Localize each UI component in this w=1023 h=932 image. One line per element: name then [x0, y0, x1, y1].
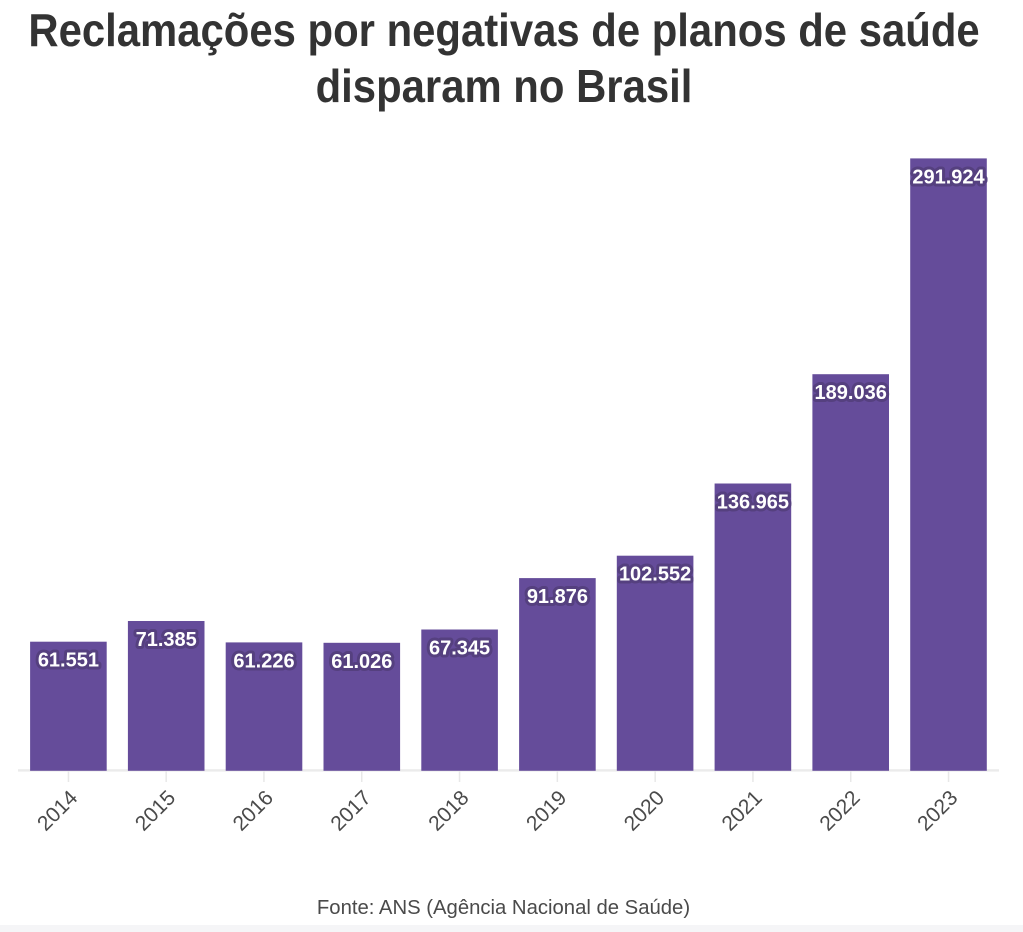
svg-text:2022: 2022 [815, 786, 864, 835]
svg-text:61.226: 61.226 [233, 650, 294, 672]
svg-text:2016: 2016 [229, 786, 278, 835]
svg-text:2023: 2023 [913, 786, 962, 835]
svg-text:2014: 2014 [33, 786, 83, 836]
svg-text:2021: 2021 [718, 786, 767, 835]
svg-text:291.924: 291.924 [912, 166, 985, 188]
svg-text:2020: 2020 [620, 786, 669, 835]
svg-text:2018: 2018 [424, 786, 473, 835]
svg-text:102.552: 102.552 [619, 564, 691, 586]
svg-text:2019: 2019 [522, 786, 571, 835]
svg-text:2017: 2017 [326, 786, 375, 835]
svg-text:2015: 2015 [131, 786, 180, 835]
svg-text:71.385: 71.385 [136, 629, 197, 651]
svg-text:61.551: 61.551 [38, 650, 99, 672]
svg-text:189.036: 189.036 [815, 382, 887, 404]
svg-text:67.345: 67.345 [429, 638, 490, 660]
svg-text:91.876: 91.876 [527, 586, 588, 608]
svg-text:136.965: 136.965 [717, 492, 789, 514]
svg-text:61.026: 61.026 [331, 651, 392, 673]
